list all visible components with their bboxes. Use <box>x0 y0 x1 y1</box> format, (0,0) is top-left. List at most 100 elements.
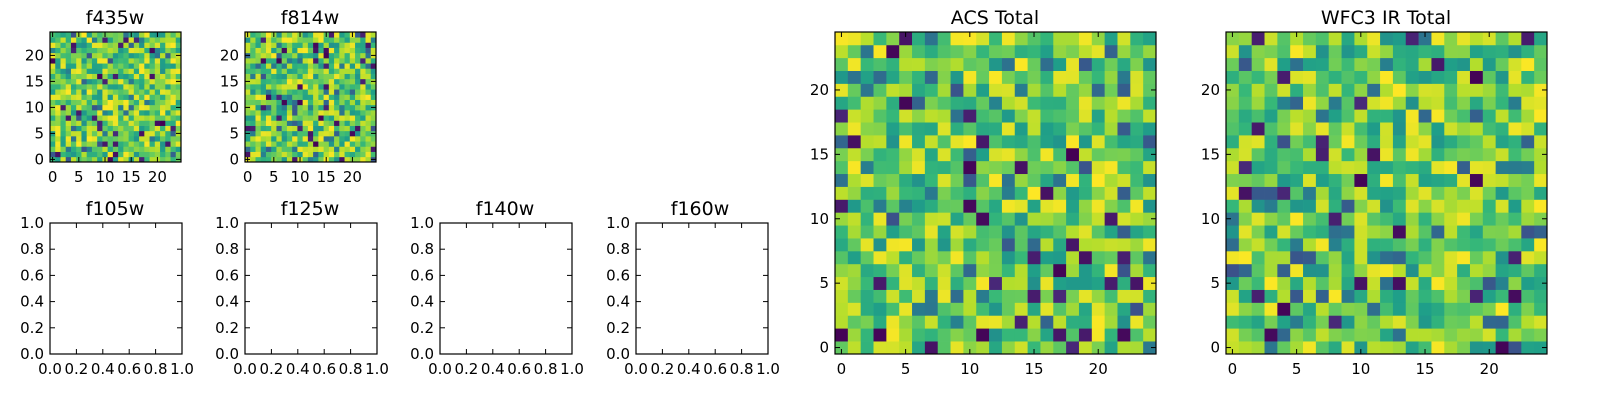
heatmap-cell <box>60 47 67 54</box>
heatmap-cell <box>1104 135 1118 149</box>
heatmap-cell <box>1040 199 1054 213</box>
heatmap-cell <box>328 130 335 137</box>
heatmap-cell <box>365 141 372 147</box>
heatmap-cell <box>297 68 303 74</box>
heatmap-cell <box>1014 289 1028 303</box>
heatmap-cell <box>360 58 366 64</box>
heatmap-cell <box>328 120 335 126</box>
heatmap-cell <box>989 57 1003 71</box>
heatmap-cell <box>302 99 309 106</box>
heatmap-cell <box>989 199 1003 213</box>
heatmap-cell <box>1534 160 1548 175</box>
heatmap-cell <box>963 57 977 71</box>
heatmap-cell <box>1444 250 1458 265</box>
heatmap-cell <box>1066 225 1080 239</box>
heatmap-cell <box>97 104 103 111</box>
heatmap-cell <box>139 42 145 48</box>
heatmap-cell <box>950 160 964 175</box>
heatmap-cell <box>292 141 298 147</box>
heatmap-cell <box>133 104 140 111</box>
x-tick-label: 0.6 <box>703 360 727 378</box>
heatmap-cell <box>1303 57 1317 71</box>
heatmap-cell <box>1277 250 1291 265</box>
heatmap-cell <box>118 32 124 38</box>
heatmap-cell <box>165 120 171 126</box>
heatmap-cell <box>1001 199 1016 213</box>
heatmap-cell <box>165 156 171 163</box>
heatmap-cell <box>265 52 272 59</box>
heatmap-cell <box>349 136 356 142</box>
heatmap-cell <box>91 120 98 126</box>
heatmap-cell <box>1469 250 1484 265</box>
heatmap-cell <box>1001 135 1016 149</box>
heatmap-cell <box>1328 32 1342 46</box>
heatmap-cell <box>1418 32 1432 46</box>
heatmap-cell <box>1303 70 1317 84</box>
heatmap-cell <box>286 68 293 74</box>
heatmap-cell <box>1521 109 1535 123</box>
heatmap-cell <box>1277 302 1291 316</box>
heatmap-cell <box>165 42 171 48</box>
heatmap-cell <box>1303 122 1317 136</box>
heatmap-cell <box>1380 173 1394 187</box>
heatmap-cell <box>328 52 335 59</box>
heatmap-cell <box>1457 109 1471 123</box>
heatmap-cell <box>344 68 351 74</box>
heatmap-cell <box>265 58 272 64</box>
heatmap-cell <box>1303 289 1317 303</box>
heatmap-cell <box>1091 109 1105 123</box>
heatmap-cell <box>170 136 177 142</box>
heatmap-cell <box>318 73 324 80</box>
heatmap-cell <box>1277 109 1291 123</box>
heatmap-cell <box>107 99 114 106</box>
heatmap-cell <box>912 122 926 136</box>
heatmap-cell <box>160 156 166 163</box>
heatmap-cell <box>1482 238 1496 252</box>
heatmap-cell <box>255 115 262 121</box>
heatmap-cell <box>989 328 1003 342</box>
heatmap-cell <box>1482 263 1496 278</box>
heatmap-cell <box>334 68 340 74</box>
heatmap-cell <box>154 104 161 111</box>
heatmap-cell <box>1405 186 1419 200</box>
heatmap-cell <box>1130 341 1144 355</box>
heatmap-cell <box>313 141 319 147</box>
heatmap-cell <box>250 99 256 106</box>
heatmap-cell <box>170 130 177 137</box>
heatmap-cell <box>91 58 98 64</box>
heatmap-cell <box>1521 96 1535 110</box>
heatmap-cell <box>1290 83 1304 97</box>
x-tick-label: 0 <box>837 360 847 378</box>
heatmap-cell <box>339 47 345 54</box>
heatmap-cell <box>1380 135 1394 149</box>
heatmap-cell <box>1354 341 1368 355</box>
heatmap-cell <box>1001 341 1016 355</box>
heatmap-cell <box>265 84 272 90</box>
heatmap-cell <box>286 89 293 95</box>
heatmap-cell <box>950 328 964 342</box>
heatmap-cell <box>365 89 372 95</box>
heatmap-cell <box>334 130 340 137</box>
heatmap-cell <box>128 42 135 48</box>
heatmap-cell <box>70 99 77 106</box>
y-tick-label: 20 <box>25 46 44 64</box>
heatmap-cell <box>271 115 277 121</box>
heatmap-cell <box>1078 109 1093 123</box>
heatmap-cell <box>1392 122 1407 136</box>
heatmap-cell <box>154 94 161 100</box>
heatmap-cell <box>313 115 319 121</box>
heatmap-cell <box>1457 225 1471 239</box>
heatmap-cell <box>344 37 351 43</box>
heatmap-cell <box>323 52 330 59</box>
heatmap-cell <box>1053 263 1067 278</box>
heatmap-cell <box>81 110 88 116</box>
heatmap-cell <box>328 146 335 152</box>
heatmap-cell <box>318 37 324 43</box>
heatmap-cell <box>292 94 298 100</box>
heatmap-cell <box>281 78 288 85</box>
heatmap-cell <box>328 115 335 121</box>
heatmap-cell <box>1277 315 1291 329</box>
heatmap-cell <box>170 52 177 59</box>
heatmap-cell <box>1226 109 1240 123</box>
heatmap-cell <box>1315 70 1330 84</box>
